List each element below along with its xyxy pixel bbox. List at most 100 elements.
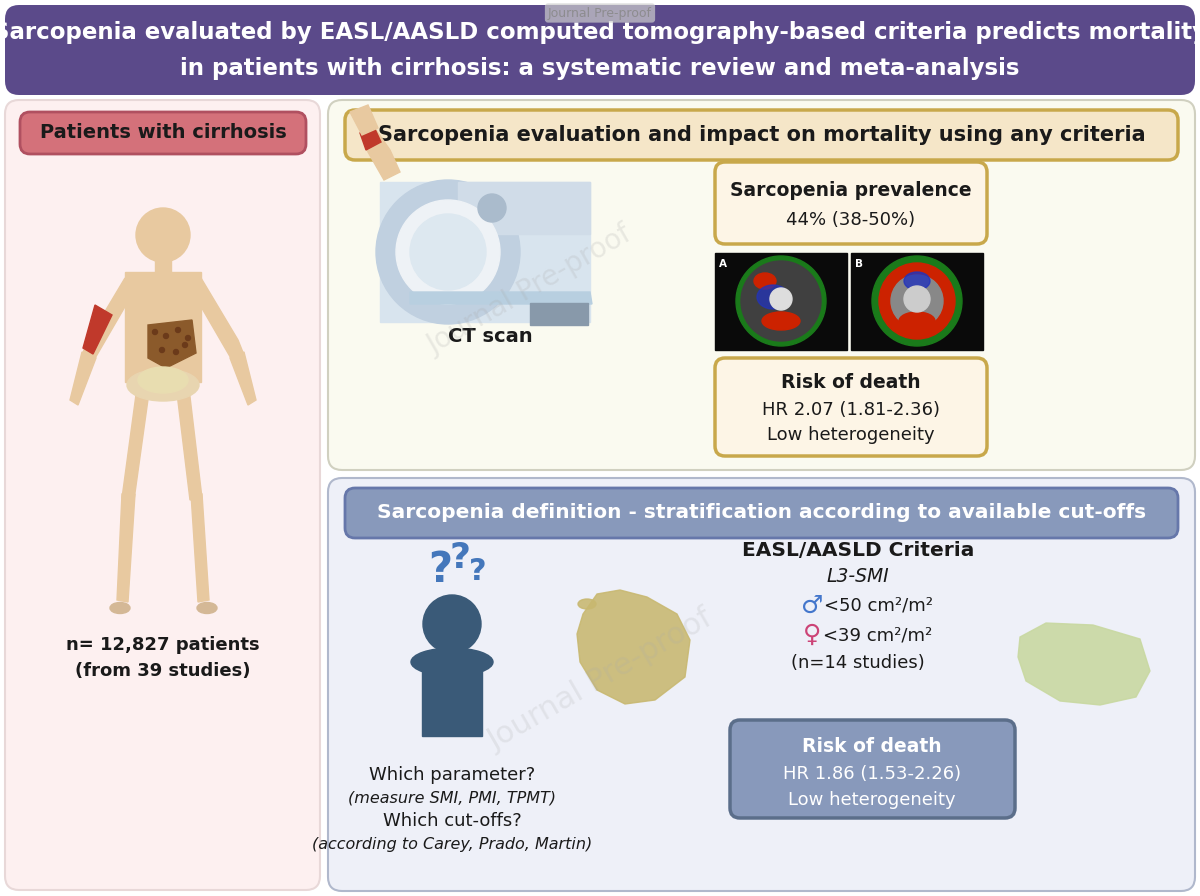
Polygon shape xyxy=(70,352,96,405)
Ellipse shape xyxy=(110,602,130,614)
Bar xyxy=(155,260,172,275)
Ellipse shape xyxy=(127,369,199,401)
Circle shape xyxy=(175,328,180,332)
FancyBboxPatch shape xyxy=(715,358,986,456)
Text: HR 1.86 (1.53-2.26): HR 1.86 (1.53-2.26) xyxy=(782,765,961,783)
Text: L3-SMI: L3-SMI xyxy=(827,566,889,585)
Bar xyxy=(125,272,202,382)
Text: Journal Pre-proof: Journal Pre-proof xyxy=(482,604,718,756)
Circle shape xyxy=(890,275,943,327)
Circle shape xyxy=(182,342,187,348)
Text: Journal Pre-proof: Journal Pre-proof xyxy=(422,220,637,360)
FancyBboxPatch shape xyxy=(730,720,1015,818)
Ellipse shape xyxy=(757,285,790,309)
Circle shape xyxy=(152,330,157,334)
Text: ?: ? xyxy=(469,557,487,587)
FancyBboxPatch shape xyxy=(346,110,1178,160)
Text: EASL/AASLD Criteria: EASL/AASLD Criteria xyxy=(742,540,974,559)
Polygon shape xyxy=(230,352,256,405)
Text: Journal Pre-proof: Journal Pre-proof xyxy=(548,6,652,20)
Text: A: A xyxy=(719,259,727,269)
Ellipse shape xyxy=(578,599,596,609)
Ellipse shape xyxy=(410,648,493,676)
Circle shape xyxy=(478,194,506,222)
Circle shape xyxy=(904,286,930,312)
Ellipse shape xyxy=(899,312,935,330)
Text: B: B xyxy=(854,259,863,269)
FancyBboxPatch shape xyxy=(346,488,1178,538)
Bar xyxy=(851,253,983,350)
Polygon shape xyxy=(577,590,690,704)
FancyBboxPatch shape xyxy=(715,162,986,244)
Text: Sarcopenia definition - stratification according to available cut-offs: Sarcopenia definition - stratification a… xyxy=(378,504,1146,522)
Polygon shape xyxy=(1018,623,1150,705)
Circle shape xyxy=(424,595,481,653)
Text: ?: ? xyxy=(428,549,452,591)
Text: CT scan: CT scan xyxy=(448,328,533,347)
Polygon shape xyxy=(118,494,134,602)
Text: Low heterogeneity: Low heterogeneity xyxy=(767,426,935,444)
Polygon shape xyxy=(362,130,400,180)
Text: ?: ? xyxy=(450,541,470,575)
Text: ♀: ♀ xyxy=(803,623,821,647)
Polygon shape xyxy=(148,320,196,368)
Polygon shape xyxy=(191,494,209,602)
Circle shape xyxy=(136,208,190,262)
Circle shape xyxy=(878,263,955,339)
Circle shape xyxy=(410,214,486,290)
Ellipse shape xyxy=(762,312,800,330)
Polygon shape xyxy=(176,380,202,500)
Text: Sarcopenia prevalence: Sarcopenia prevalence xyxy=(730,180,972,200)
Circle shape xyxy=(376,180,520,324)
Text: n= 12,827 patients
(from 39 studies): n= 12,827 patients (from 39 studies) xyxy=(66,636,260,680)
Polygon shape xyxy=(410,292,592,304)
Text: (measure SMI, PMI, TPMT): (measure SMI, PMI, TPMT) xyxy=(348,790,556,806)
Circle shape xyxy=(174,349,179,355)
FancyBboxPatch shape xyxy=(328,100,1195,470)
Text: Sarcopenia evaluation and impact on mortality using any criteria: Sarcopenia evaluation and impact on mort… xyxy=(378,125,1146,145)
Text: Sarcopenia evaluated by EASL/AASLD computed tomography-based criteria predicts m: Sarcopenia evaluated by EASL/AASLD compu… xyxy=(0,22,1200,45)
Text: <39 cm²/m²: <39 cm²/m² xyxy=(823,626,932,644)
Bar xyxy=(458,182,590,234)
Bar xyxy=(422,658,482,736)
Polygon shape xyxy=(350,105,378,135)
Ellipse shape xyxy=(197,602,217,614)
Text: (n=14 studies): (n=14 studies) xyxy=(791,654,925,672)
Circle shape xyxy=(872,256,962,346)
Ellipse shape xyxy=(754,273,776,289)
Text: 44% (38-50%): 44% (38-50%) xyxy=(786,211,916,229)
Circle shape xyxy=(160,348,164,352)
Circle shape xyxy=(396,200,500,304)
Circle shape xyxy=(742,261,821,341)
Ellipse shape xyxy=(138,367,188,393)
Text: in patients with cirrhosis: a systematic review and meta-analysis: in patients with cirrhosis: a systematic… xyxy=(180,56,1020,80)
Polygon shape xyxy=(83,305,112,354)
Circle shape xyxy=(736,256,826,346)
Text: Patients with cirrhosis: Patients with cirrhosis xyxy=(40,124,287,142)
Bar xyxy=(380,182,590,322)
Polygon shape xyxy=(82,278,130,360)
Circle shape xyxy=(186,335,191,340)
Ellipse shape xyxy=(904,272,930,290)
Text: (according to Carey, Prado, Martin): (according to Carey, Prado, Martin) xyxy=(312,837,592,851)
FancyBboxPatch shape xyxy=(328,478,1195,891)
Text: Risk of death: Risk of death xyxy=(802,737,942,756)
Polygon shape xyxy=(360,127,382,150)
Text: Low heterogeneity: Low heterogeneity xyxy=(788,791,956,809)
Text: <50 cm²/m²: <50 cm²/m² xyxy=(823,597,932,615)
Polygon shape xyxy=(196,278,244,360)
FancyBboxPatch shape xyxy=(5,5,1195,95)
FancyBboxPatch shape xyxy=(20,112,306,154)
Circle shape xyxy=(163,333,168,339)
Text: ♂: ♂ xyxy=(800,594,823,618)
Polygon shape xyxy=(122,380,150,500)
Circle shape xyxy=(770,288,792,310)
Text: Risk of death: Risk of death xyxy=(781,374,920,392)
Bar xyxy=(530,303,588,325)
Text: HR 2.07 (1.81-2.36): HR 2.07 (1.81-2.36) xyxy=(762,401,940,419)
Text: Which parameter?: Which parameter? xyxy=(368,766,535,784)
FancyBboxPatch shape xyxy=(5,100,320,890)
Text: Which cut-offs?: Which cut-offs? xyxy=(383,812,521,830)
Bar xyxy=(380,182,590,322)
Bar xyxy=(715,253,847,350)
